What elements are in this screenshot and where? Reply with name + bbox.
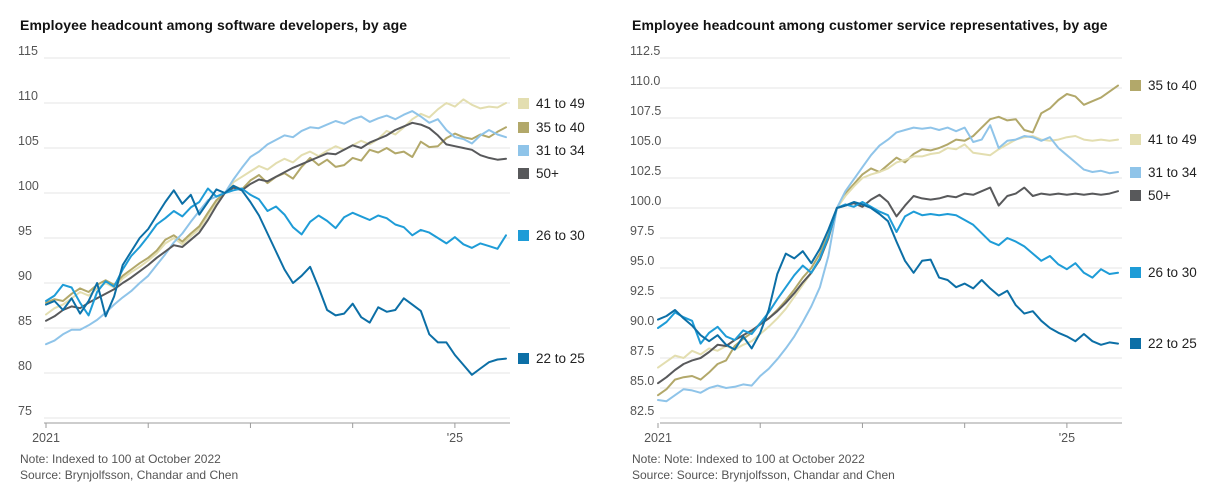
y-tick-label: 87.5 <box>630 344 654 358</box>
y-tick-label: 75 <box>18 404 32 418</box>
chart-customer-service-reps: Employee headcount among customer servic… <box>630 0 1217 500</box>
legend-swatch <box>518 144 529 156</box>
y-tick-label: 82.5 <box>630 404 654 418</box>
x-tick-label: '25 <box>1059 431 1075 445</box>
y-tick-label: 100.0 <box>630 194 661 208</box>
legend-swatch <box>1130 134 1141 146</box>
series-line-31-to-34 <box>657 124 1119 403</box>
series-line-41-to-49 <box>657 135 1119 369</box>
chart-software-developers: Employee headcount among software develo… <box>18 0 613 500</box>
series-line-22-to-25 <box>657 201 1119 351</box>
legend-label: 22 to 25 <box>536 351 585 367</box>
legend-label: 35 to 40 <box>536 119 585 135</box>
y-tick-label: 92.5 <box>630 284 654 298</box>
legend-swatch <box>518 121 529 133</box>
legend-swatch <box>1130 267 1141 279</box>
y-tick-label: 105.0 <box>630 134 661 148</box>
legend-item-22-to-25: 22 to 25 <box>518 351 585 367</box>
legend-label: 35 to 40 <box>1148 78 1197 94</box>
series-line-35-to-40 <box>45 126 507 304</box>
legend-label: 50+ <box>536 165 559 181</box>
legend-item-26-to-30: 26 to 30 <box>518 227 585 243</box>
legend-swatch <box>518 229 529 241</box>
legend-item-31-to-34: 31 to 34 <box>1130 164 1197 180</box>
legend-swatch <box>518 97 529 109</box>
legend-label: 26 to 30 <box>1148 265 1197 281</box>
legend-swatch <box>1130 166 1141 178</box>
x-tick-label: 2021 <box>32 431 60 445</box>
y-tick-label: 112.5 <box>630 46 660 58</box>
legend-item-35-to-40: 35 to 40 <box>518 119 585 135</box>
y-tick-label: 107.5 <box>630 104 661 118</box>
y-tick-label: 95.0 <box>630 254 654 268</box>
legend-label: 31 to 34 <box>1148 164 1197 180</box>
y-tick-label: 110 <box>18 89 38 103</box>
y-tick-label: 102.5 <box>630 164 661 178</box>
y-tick-label: 105 <box>18 134 39 148</box>
chart-source: Source: Source: Brynjolfsson, Chandar an… <box>632 468 895 482</box>
legend-swatch <box>1130 80 1141 92</box>
series-line-26-to-30 <box>45 187 507 317</box>
chart-title: Employee headcount among customer servic… <box>632 17 1108 33</box>
series-line-35-to-40 <box>657 84 1119 397</box>
series-line-26-to-30 <box>657 201 1119 345</box>
x-tick-label: '25 <box>447 431 463 445</box>
legend-item-41-to-49: 41 to 49 <box>518 95 585 111</box>
y-tick-label: 90 <box>18 269 32 283</box>
y-tick-label: 115 <box>18 46 38 58</box>
legend-item-22-to-25: 22 to 25 <box>1130 336 1197 352</box>
line-chart-customer-service-reps: 112.5 110.0 107.5 105.0 102.5 100.0 97.5 95.0 92… <box>630 46 1122 445</box>
series-line-50plus <box>45 121 507 322</box>
y-tick-label: 110.0 <box>630 74 660 88</box>
y-tick-label: 97.5 <box>630 224 654 238</box>
y-tick-label: 85.0 <box>630 374 654 388</box>
series-line-31-to-34 <box>45 110 507 346</box>
legend-swatch <box>518 353 529 365</box>
legend-item-50plus: 50+ <box>1130 187 1171 203</box>
legend-item-35-to-40: 35 to 40 <box>1130 78 1197 94</box>
x-tick-label: 2021 <box>644 431 672 445</box>
series-line-41-to-49 <box>45 98 507 316</box>
legend-swatch <box>1130 189 1141 201</box>
series-line-22-to-25 <box>45 184 507 376</box>
legend-item-41-to-49: 41 to 49 <box>1130 132 1197 148</box>
legend-label: 26 to 30 <box>536 227 585 243</box>
y-tick-label: 90.0 <box>630 314 654 328</box>
legend-item-31-to-34: 31 to 34 <box>518 142 585 158</box>
legend-item-26-to-30: 26 to 30 <box>1130 265 1197 281</box>
chart-legend: 41 to 49 35 to 40 31 to 34 50+ 26 to 30 22 to… <box>518 0 613 500</box>
legend-swatch <box>518 167 529 179</box>
legend-label: 41 to 49 <box>1148 132 1197 148</box>
chart-source: Source: Brynjolfsson, Chandar and Chen <box>20 468 239 482</box>
chart-note: Note: Note: Indexed to 100 at October 20… <box>632 452 865 466</box>
chart-title: Employee headcount among software develo… <box>20 17 408 33</box>
y-tick-label: 80 <box>18 359 32 373</box>
y-tick-label: 95 <box>18 224 32 238</box>
chart-legend: 35 to 40 41 to 49 31 to 34 50+ 26 to 30 22 to… <box>1130 0 1217 500</box>
legend-item-50plus: 50+ <box>518 165 559 181</box>
y-tick-label: 100 <box>18 179 39 193</box>
legend-label: 50+ <box>1148 187 1171 203</box>
legend-label: 31 to 34 <box>536 142 585 158</box>
legend-swatch <box>1130 338 1141 350</box>
legend-label: 41 to 49 <box>536 95 585 111</box>
chart-note: Note: Indexed to 100 at October 2022 <box>20 452 221 466</box>
y-tick-label: 85 <box>18 314 32 328</box>
legend-label: 22 to 25 <box>1148 336 1197 352</box>
